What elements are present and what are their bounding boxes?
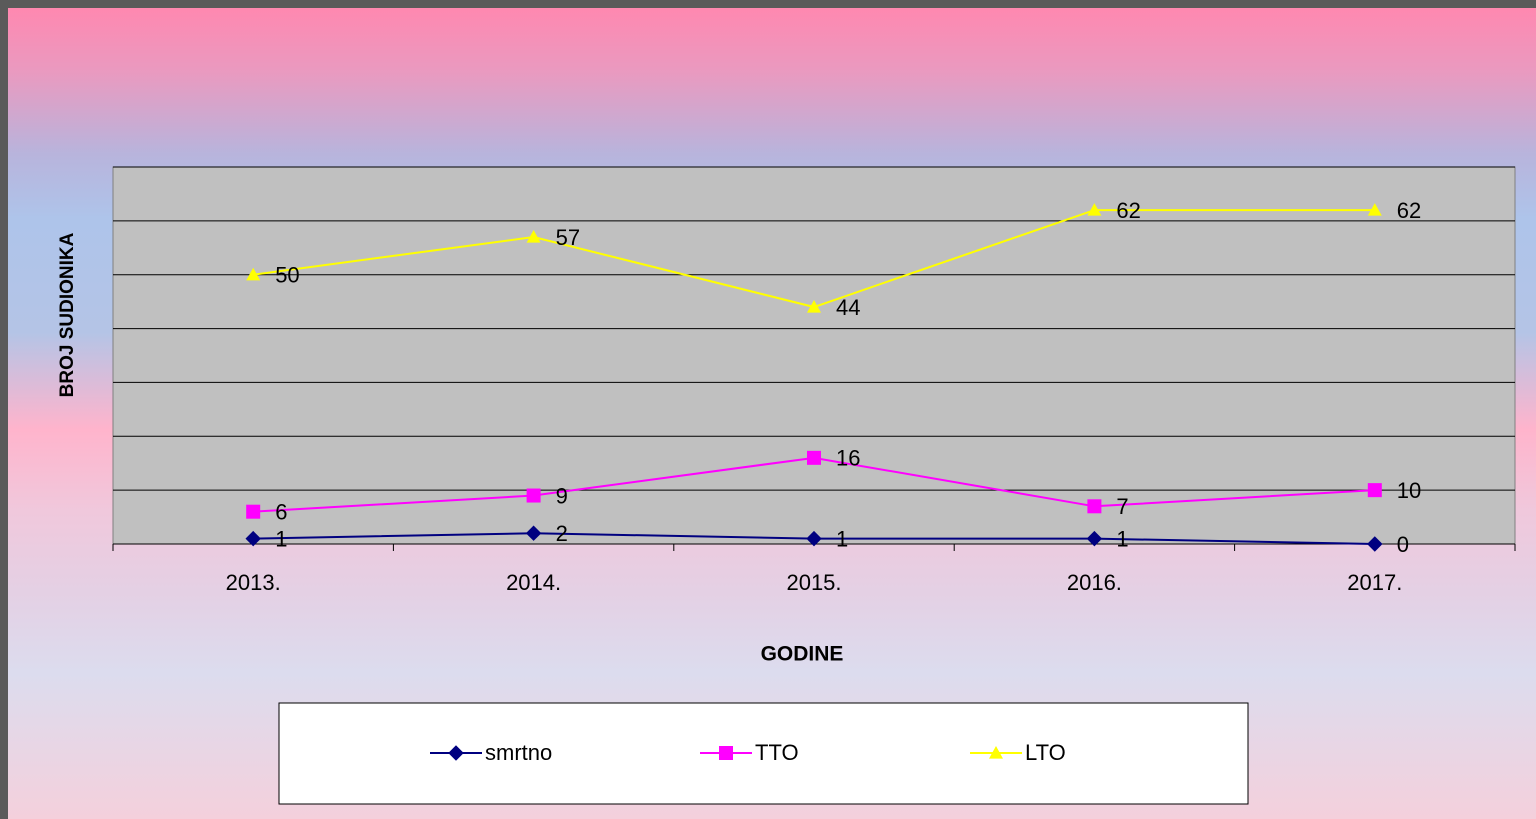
marker (525, 525, 542, 541)
data-label: 9 (556, 483, 568, 508)
data-label: 62 (1397, 198, 1421, 223)
y-axis-title: BROJ SUDIONIKA (57, 232, 78, 397)
marker (526, 488, 541, 503)
marker (1086, 530, 1103, 547)
data-label: 7 (1116, 494, 1128, 519)
marker (807, 450, 821, 465)
x-tick-label: 2016. (1067, 570, 1122, 595)
data-label: 44 (836, 295, 860, 320)
data-label: 62 (1116, 198, 1140, 223)
marker (806, 530, 822, 547)
x-tick-label: 2017. (1347, 570, 1402, 595)
marker (989, 746, 1003, 759)
data-label: 16 (836, 446, 860, 471)
marker (1367, 203, 1382, 216)
marker (1367, 536, 1383, 552)
x-axis-title: GODINE (761, 643, 844, 666)
data-label: 50 (275, 263, 299, 288)
marker (807, 300, 821, 313)
legend-label: TTO (755, 740, 799, 765)
marker (1367, 483, 1382, 498)
marker (448, 745, 464, 761)
data-label: 2 (556, 521, 568, 546)
marker (246, 267, 261, 281)
data-label: 1 (1116, 526, 1128, 551)
marker (719, 746, 733, 760)
legend-label: LTO (1025, 740, 1066, 765)
x-tick-label: 2014. (506, 570, 561, 595)
x-tick-label: 2015. (786, 570, 841, 595)
data-label: 1 (836, 526, 848, 551)
marker (245, 530, 261, 547)
legend-label: smrtno (485, 740, 552, 765)
marker (1087, 499, 1102, 514)
data-label: 0 (1397, 532, 1409, 557)
marker (1087, 203, 1102, 216)
data-label: 1 (275, 526, 287, 551)
data-label: 6 (275, 499, 287, 524)
x-tick-label: 2013. (226, 570, 281, 595)
plot-area (112, 166, 1516, 545)
data-label: 57 (556, 225, 580, 250)
marker (246, 504, 261, 519)
data-label: 10 (1397, 478, 1421, 503)
marker (526, 230, 541, 243)
